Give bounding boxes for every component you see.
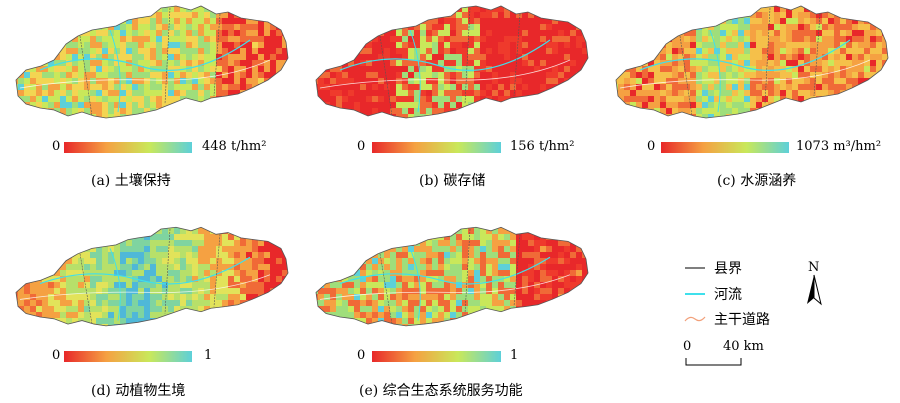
integrated-services-map [315, 226, 589, 327]
color-bar-max-label: 1073 m³/hm² [796, 139, 882, 154]
map-raster [316, 6, 588, 118]
panel-caption: (e) 综合生态系统服务功能 [359, 383, 523, 399]
color-bar-max-label: 1 [510, 348, 519, 363]
county-boundary-line [79, 229, 221, 325]
legend-county-boundary-label: 县界 [714, 261, 742, 277]
color-ramp [661, 142, 789, 153]
integrated-services-color-bar: 0 1 [357, 348, 557, 366]
legend-river: 河流 [684, 284, 804, 304]
color-bar-min-label: 0 [52, 348, 61, 363]
river-line [39, 39, 251, 71]
color-bar-max-label: 1 [204, 348, 213, 363]
legend-county-boundary: 县界 [684, 258, 804, 278]
region-outline [315, 5, 589, 119]
panel-caption: (c) 水源涵养 [717, 173, 797, 189]
soil-retention-map [15, 5, 289, 119]
river-line-icon [685, 293, 705, 295]
legend-river-label: 河流 [714, 287, 742, 303]
river-line [409, 248, 421, 321]
water-conservation-map [615, 5, 889, 119]
county-boundary-line [79, 7, 221, 117]
color-ramp [64, 142, 192, 153]
color-bar-min-label: 0 [647, 139, 656, 154]
scale-zero-label: 0 [683, 339, 692, 354]
panel-soil-retention: 0 448 t/hm² (a) 土壤保持 [0, 0, 300, 200]
road-line [319, 274, 571, 300]
scale-distance-label: 40 km [723, 339, 764, 354]
panel-caption: (a) 土壤保持 [91, 173, 171, 189]
water-conservation-color-bar: 0 1073 m³/hm² [647, 139, 897, 157]
river-line [109, 29, 121, 113]
river-line [639, 39, 851, 71]
panel-caption: (d) 动植物生境 [91, 383, 186, 399]
color-bar-min-label: 0 [357, 139, 366, 154]
soil-retention-color-bar: 0 448 t/hm² [52, 139, 292, 157]
legend-main-road-label: 主干道路 [714, 312, 770, 328]
color-bar-min-label: 0 [52, 139, 61, 154]
river-line [709, 29, 721, 113]
river-line [39, 256, 251, 285]
road-line [19, 274, 271, 300]
color-bar-max-label: 156 t/hm² [510, 139, 575, 154]
panel-habitat: 0 1 (d) 动植物生境 [0, 222, 300, 403]
road-line-icon [684, 316, 706, 322]
region-outline [15, 5, 289, 119]
panel-caption: (b) 碳存储 [419, 173, 486, 189]
color-ramp [64, 351, 192, 362]
color-bar-min-label: 0 [357, 348, 366, 363]
map-raster [616, 6, 888, 118]
habitat-map [15, 226, 289, 327]
scale-bar: 0 40 km [683, 339, 783, 369]
north-arrow-icon [807, 274, 822, 306]
map-raster [16, 6, 288, 118]
road-line [319, 59, 571, 89]
color-ramp [372, 351, 501, 362]
region-outline [15, 226, 289, 327]
scale-bar-line [685, 358, 742, 366]
region-outline [315, 226, 589, 327]
north-label: N [808, 260, 820, 275]
carbon-storage-map [315, 5, 589, 119]
panel-water-conservation: 0 1073 m³/hm² (c) 水源涵养 [600, 0, 900, 200]
road-line [619, 59, 871, 89]
river-line [339, 39, 551, 71]
carbon-storage-color-bar: 0 156 t/hm² [357, 139, 597, 157]
panel-carbon-storage: 0 156 t/hm² (b) 碳存储 [300, 0, 600, 200]
river-line [409, 29, 421, 113]
legend-main-road: 主干道路 [684, 309, 804, 329]
color-bar-max-label: 448 t/hm² [202, 139, 267, 154]
county-boundary-line [679, 7, 821, 117]
river-line [339, 256, 551, 285]
region-outline [615, 5, 889, 119]
county-boundary-line [379, 7, 521, 117]
county-boundary-line-icon [685, 267, 705, 269]
river-line [109, 248, 121, 321]
panel-integrated-services: 0 1 (e) 综合生态系统服务功能 [300, 222, 600, 403]
habitat-color-bar: 0 1 [52, 348, 252, 366]
road-line [19, 59, 271, 89]
north-arrow: N [803, 260, 827, 306]
color-ramp [372, 142, 501, 153]
county-boundary-line [379, 229, 521, 325]
